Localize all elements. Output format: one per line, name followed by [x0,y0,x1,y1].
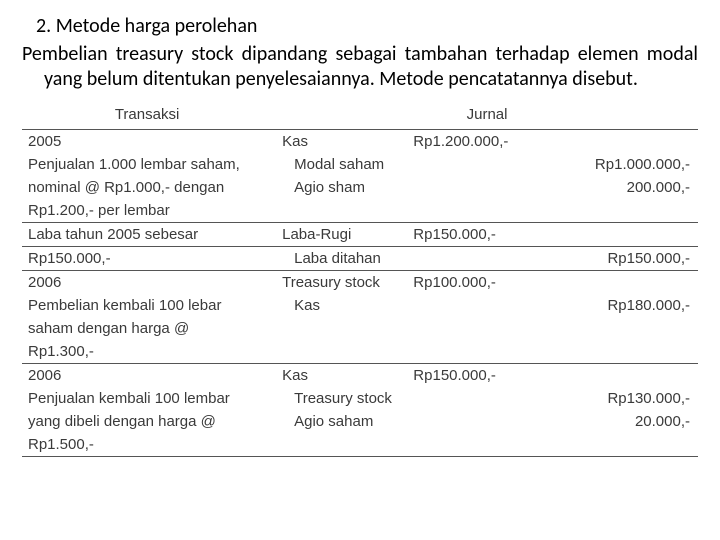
table-row: 2005KasRp1.200.000,- [22,130,698,154]
cell-transaksi: Rp1.200,- per lembar [22,199,272,223]
cell-jurnal-account: Laba ditahan [272,247,407,271]
table-row: yang dibeli dengan harga @Agio saham 20.0… [22,410,698,433]
cell-credit [549,223,698,247]
cell-transaksi: saham dengan harga @ [22,317,272,340]
table-row: Rp1.300,- [22,340,698,364]
table-row: Pembelian kembali 100 lebarKas Rp180.000,… [22,294,698,317]
cell-credit [549,271,698,295]
cell-debit: Rp1.200.000,- [407,130,549,154]
cell-transaksi: Laba tahun 2005 sebesar [22,223,272,247]
cell-debit [407,247,549,271]
cell-credit [549,364,698,388]
cell-credit [549,130,698,154]
table-row: Rp1.200,- per lembar [22,199,698,223]
cell-credit [549,317,698,340]
section-paragraph: Pembelian treasury stock dipandang sebag… [22,42,698,92]
cell-jurnal-account: Treasury stock [272,271,407,295]
cell-jurnal-account: Agio saham [272,410,407,433]
cell-debit [407,176,549,199]
cell-jurnal-account: Kas [272,364,407,388]
header-jurnal: Jurnal [272,102,698,130]
cell-transaksi: Rp150.000,- [22,247,272,271]
cell-debit [407,410,549,433]
cell-debit [407,340,549,364]
header-transaksi: Transaksi [22,102,272,130]
cell-jurnal-account: Kas [272,294,407,317]
cell-debit [407,153,549,176]
cell-debit: Rp150.000,- [407,364,549,388]
table-row: Penjualan 1.000 lembar saham,Modal saham… [22,153,698,176]
table-row: Rp1.500,- [22,433,698,457]
cell-transaksi: Pembelian kembali 100 lebar [22,294,272,317]
cell-credit [549,433,698,457]
cell-credit [549,340,698,364]
table-row: Rp150.000,-Laba ditahanRp150.000,- [22,247,698,271]
table-row: 2006Treasury stockRp100.000,- [22,271,698,295]
cell-transaksi: Penjualan 1.000 lembar saham, [22,153,272,176]
cell-transaksi: 2006 [22,364,272,388]
cell-jurnal-account: Modal saham [272,153,407,176]
table-body: 2005KasRp1.200.000,-Penjualan 1.000 lemb… [22,130,698,457]
paragraph-text: Pembelian treasury stock dipandang sebag… [22,42,698,92]
table-header-row: Transaksi Jurnal [22,102,698,130]
cell-debit: Rp100.000,- [407,271,549,295]
cell-credit: Rp130.000,- [549,387,698,410]
cell-credit: Rp180.000,- [549,294,698,317]
cell-jurnal-account: Laba-Rugi [272,223,407,247]
table-row: Penjualan kembali 100 lembarTreasury sto… [22,387,698,410]
cell-credit: 20.000,- [549,410,698,433]
cell-debit [407,433,549,457]
cell-debit [407,387,549,410]
cell-jurnal-account [272,433,407,457]
table-row: nominal @ Rp1.000,- denganAgio sham 200.0… [22,176,698,199]
cell-jurnal-account: Kas [272,130,407,154]
cell-credit: 200.000,- [549,176,698,199]
journal-table: Transaksi Jurnal 2005KasRp1.200.000,-Pen… [22,102,698,457]
cell-transaksi: yang dibeli dengan harga @ [22,410,272,433]
cell-transaksi: Rp1.300,- [22,340,272,364]
cell-credit: Rp1.000.000,- [549,153,698,176]
cell-jurnal-account [272,340,407,364]
cell-transaksi: nominal @ Rp1.000,- dengan [22,176,272,199]
cell-debit [407,199,549,223]
cell-transaksi: Penjualan kembali 100 lembar [22,387,272,410]
cell-transaksi: 2005 [22,130,272,154]
cell-credit [549,199,698,223]
cell-credit: Rp150.000,- [549,247,698,271]
cell-debit: Rp150.000,- [407,223,549,247]
cell-transaksi: 2006 [22,271,272,295]
section-heading: 2. Metode harga perolehan [36,14,698,38]
table-row: Laba tahun 2005 sebesarLaba-RugiRp150.00… [22,223,698,247]
cell-jurnal-account: Treasury stock [272,387,407,410]
cell-jurnal-account [272,199,407,223]
cell-debit [407,294,549,317]
cell-debit [407,317,549,340]
table-row: saham dengan harga @ [22,317,698,340]
table-row: 2006KasRp150.000,- [22,364,698,388]
cell-transaksi: Rp1.500,- [22,433,272,457]
cell-jurnal-account [272,317,407,340]
cell-jurnal-account: Agio sham [272,176,407,199]
